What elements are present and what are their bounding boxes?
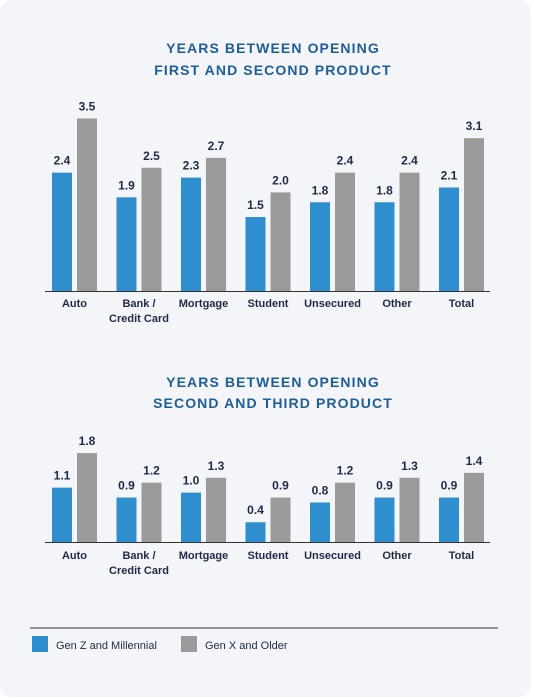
bar-value-label: 2.7 — [208, 139, 225, 153]
bar — [141, 482, 162, 542]
bar — [181, 177, 201, 291]
bar-value-label: 0.8 — [312, 483, 329, 497]
legend-swatch-gen-z — [32, 636, 48, 652]
category-label: Total — [449, 550, 474, 562]
bar — [206, 477, 226, 542]
bar — [77, 453, 97, 542]
bar-value-label: 3.1 — [466, 119, 483, 133]
category-label: Other — [382, 298, 412, 310]
bar — [374, 497, 395, 542]
bar-value-label: 0.9 — [441, 479, 458, 493]
category-label: Other — [382, 550, 412, 562]
bar-value-label: 0.9 — [272, 479, 289, 493]
bar — [116, 497, 137, 542]
bar — [335, 172, 355, 291]
bar-value-label: 2.3 — [183, 159, 200, 173]
category-label: Auto — [62, 550, 87, 562]
bar — [270, 497, 291, 542]
bar-value-label: 1.8 — [376, 183, 393, 197]
category-label: Student — [248, 550, 289, 562]
bar-value-label: 2.0 — [272, 173, 289, 187]
chart-first-second-product: YEARS BETWEEN OPENING FIRST AND SECOND PR… — [45, 40, 490, 325]
bar — [116, 197, 137, 291]
bar-value-label: 0.9 — [376, 479, 393, 493]
bar-value-label: 2.1 — [441, 168, 458, 182]
bar — [374, 202, 395, 291]
bar — [141, 167, 162, 291]
bar-value-label: 1.3 — [401, 459, 418, 473]
category-label: Bank / — [122, 550, 155, 562]
bar-value-label: 1.2 — [143, 464, 160, 478]
category-label: Credit Card — [109, 313, 169, 325]
chart-title-line: YEARS BETWEEN OPENING — [166, 374, 380, 390]
chart-title-line: SECOND AND THIRD PRODUCT — [153, 395, 393, 411]
bar — [399, 477, 420, 542]
bar — [439, 497, 459, 542]
bar — [52, 172, 72, 291]
category-label: Bank / — [122, 298, 155, 310]
legend-swatch-gen-x — [181, 636, 197, 652]
bar — [464, 138, 484, 291]
legend: Gen Z and Millennial Gen X and Older — [32, 636, 288, 652]
legend-label-gen-x: Gen X and Older — [205, 640, 288, 652]
bar-value-label: 1.8 — [312, 183, 329, 197]
bar — [310, 502, 330, 542]
bar — [335, 482, 355, 542]
bar-value-label: 1.5 — [247, 198, 264, 212]
category-label: Unsecured — [304, 550, 361, 562]
bar-value-label: 2.4 — [54, 154, 71, 168]
category-label: Total — [449, 298, 474, 310]
category-label: Mortgage — [179, 550, 229, 562]
legend-label-gen-z: Gen Z and Millennial — [56, 640, 157, 652]
chart-second-third-product: YEARS BETWEEN OPENING SECOND AND THIRD PR… — [45, 374, 490, 577]
bar — [439, 187, 459, 291]
bar — [399, 172, 420, 291]
category-label: Auto — [62, 298, 87, 310]
bar — [245, 217, 266, 291]
category-label: Mortgage — [179, 298, 229, 310]
bar — [270, 192, 291, 291]
chart-title-line: YEARS BETWEEN OPENING — [166, 40, 380, 56]
bar — [77, 118, 97, 291]
bar-value-label: 1.4 — [466, 454, 483, 468]
bar-value-label: 1.9 — [118, 178, 135, 192]
bar — [464, 472, 484, 542]
chart-title-line: FIRST AND SECOND PRODUCT — [154, 62, 391, 78]
category-label: Student — [248, 298, 289, 310]
bar-value-label: 1.1 — [54, 469, 71, 483]
bar — [245, 522, 266, 542]
bar-value-label: 2.5 — [143, 149, 160, 163]
bar-value-label: 0.4 — [247, 503, 264, 517]
bar-value-label: 1.0 — [183, 474, 200, 488]
bar-value-label: 2.4 — [337, 154, 354, 168]
bar-value-label: 2.4 — [401, 154, 418, 168]
bar — [52, 487, 72, 542]
category-label: Credit Card — [109, 565, 169, 577]
bar-value-label: 0.9 — [118, 479, 135, 493]
bar — [206, 157, 226, 291]
bar-value-label: 1.8 — [79, 434, 96, 448]
bar-value-label: 3.5 — [79, 99, 96, 113]
bar-value-label: 1.2 — [337, 464, 354, 478]
bar — [310, 202, 330, 291]
category-label: Unsecured — [304, 298, 361, 310]
bar-value-label: 1.3 — [208, 459, 225, 473]
bar — [181, 492, 201, 542]
